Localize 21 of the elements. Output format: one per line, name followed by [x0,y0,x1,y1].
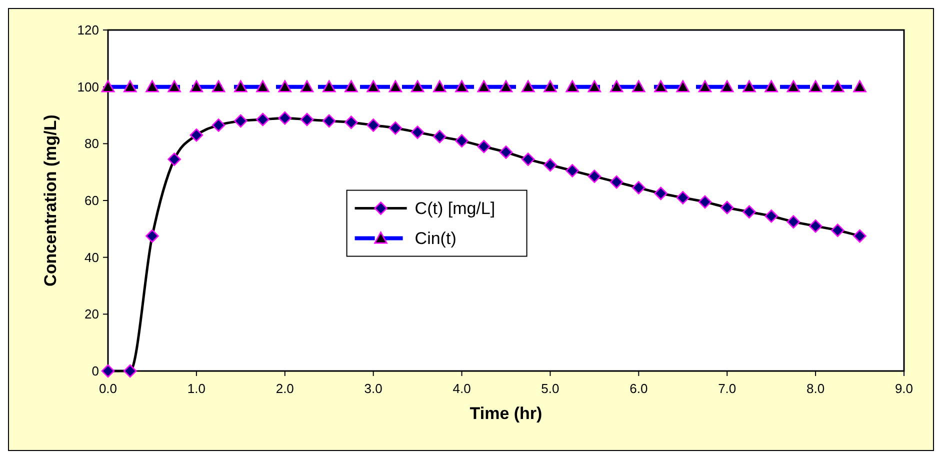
x-tick-label: 5.0 [541,381,560,396]
x-tick-label: 1.0 [187,381,206,396]
x-tick-label: 6.0 [630,381,648,396]
y-tick-label: 100 [77,79,99,94]
y-tick-label: 80 [84,136,99,152]
x-tick-label: 9.0 [894,381,914,396]
x-tick-label: 4.0 [452,381,471,396]
y-tick-label: 0 [92,364,99,379]
y-tick-label: 60 [84,193,99,208]
y-axis-title: Concentration (mg/L) [41,114,60,286]
y-tick-label: 20 [84,306,99,322]
x-tick-label: 7.0 [718,381,736,396]
x-tick-label: 2.0 [276,381,294,396]
x-axis-title: Time (hr) [470,404,542,423]
legend-label: Cin(t) [414,229,456,248]
x-tick-label: 8.0 [806,381,825,396]
x-tick-label: 0.0 [98,381,118,396]
y-tick-label: 120 [77,22,99,38]
x-tick-label: 3.0 [364,381,382,396]
y-tick-label: 40 [84,250,99,265]
legend-label: C(t) [mg/L] [414,199,496,218]
